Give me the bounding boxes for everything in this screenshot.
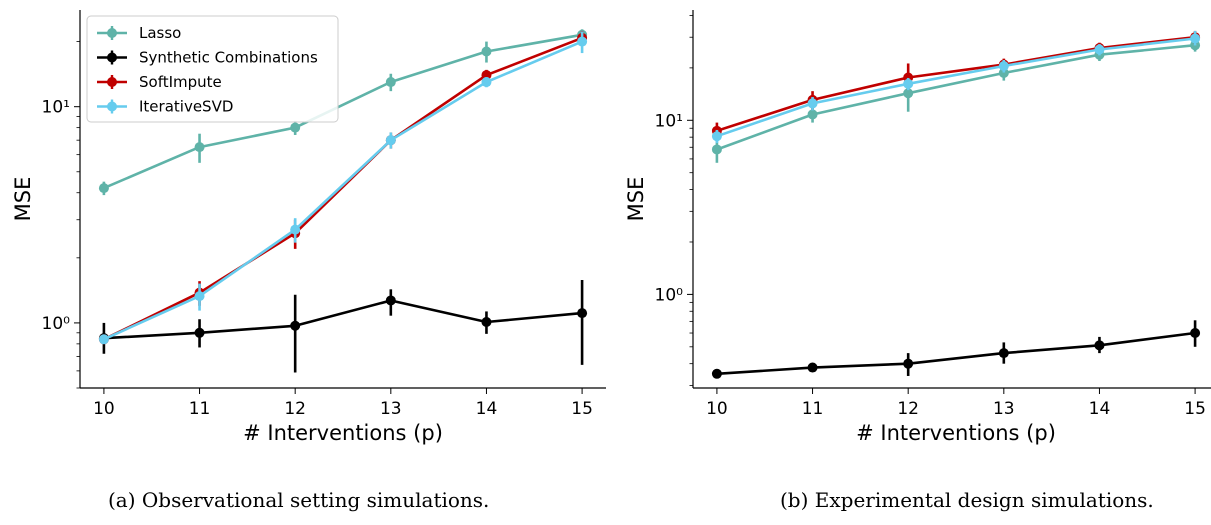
x-tick-label: 13 <box>993 399 1015 419</box>
series-line <box>103 40 583 341</box>
data-point <box>903 78 914 89</box>
y-tick-label: 10¹ <box>42 98 70 118</box>
legend: Lasso Synthetic Combinations SoftImpute Ite… <box>86 15 339 123</box>
legend-label: SoftImpute <box>139 73 222 91</box>
legend-marker <box>107 28 117 38</box>
legend-label: Lasso <box>139 24 181 42</box>
y-axis-title: MSE <box>11 177 35 222</box>
x-tick-label: 14 <box>1089 399 1111 419</box>
data-point <box>481 70 492 81</box>
series-synthetic-combinations <box>711 320 1201 379</box>
x-tick-label: 15 <box>1184 399 1206 419</box>
x-tick-label: 12 <box>284 399 306 419</box>
y-tick-label: 10⁰ <box>655 285 684 305</box>
x-tick-label: 13 <box>380 399 402 419</box>
legend-marker <box>107 101 117 112</box>
data-point <box>807 109 818 120</box>
data-point <box>577 36 588 47</box>
data-point <box>481 316 492 327</box>
legend-entry: Lasso <box>97 24 181 42</box>
series-line <box>103 33 583 190</box>
x-tick-label: 10 <box>706 399 728 419</box>
series-iterativesvd <box>711 30 1201 144</box>
legend-entry: SoftImpute <box>97 73 222 91</box>
data-point <box>194 142 205 153</box>
series-lasso <box>711 39 1201 163</box>
data-point <box>385 295 396 306</box>
caption-b: (b) Experimental design simulations. <box>780 488 1154 512</box>
data-point <box>194 327 205 338</box>
x-tick-label: 11 <box>802 399 824 419</box>
y-axis-title: MSE <box>624 177 648 222</box>
legend-entry: IterativeSVD <box>97 98 233 116</box>
legend-marker <box>107 52 117 63</box>
series-line <box>716 43 1196 151</box>
panel-b: 10 11 12 13 14 15 10⁰ 10¹ # Interventions (p) MSE <box>624 10 1211 445</box>
data-point <box>711 368 722 379</box>
caption-a: (a) Observational setting simulations. <box>108 488 490 512</box>
series-line <box>103 36 583 341</box>
data-point <box>290 224 301 235</box>
data-point <box>385 77 396 88</box>
data-point <box>903 88 914 99</box>
series-synthetic-combinations <box>98 279 588 373</box>
data-point <box>481 46 492 57</box>
x-tick-label: 15 <box>571 399 593 419</box>
data-point <box>1094 44 1105 55</box>
data-point <box>807 362 818 373</box>
legend-frame <box>86 15 339 123</box>
data-point <box>807 98 818 109</box>
series-line <box>716 331 1196 376</box>
data-point <box>1190 328 1201 339</box>
x-tick-label: 10 <box>93 399 115 419</box>
data-point <box>998 348 1009 359</box>
legend-label: IterativeSVD <box>139 98 233 116</box>
series-line <box>716 37 1196 138</box>
y-tick-label: 10⁰ <box>42 314 71 334</box>
series-line <box>716 35 1196 133</box>
data-point <box>998 67 1009 78</box>
data-point <box>577 308 588 319</box>
legend-marker <box>107 77 117 87</box>
data-point <box>998 61 1009 72</box>
data-point <box>711 131 722 142</box>
legend-label: Synthetic Combinations <box>139 49 318 67</box>
data-point <box>290 320 301 331</box>
legend-entry: Synthetic Combinations <box>97 49 318 67</box>
data-point <box>1190 33 1201 44</box>
x-axis-title: # Interventions (p) <box>856 421 1056 445</box>
data-point <box>711 144 722 155</box>
x-tick-label: 14 <box>476 399 498 419</box>
panel-a: 10 11 12 13 14 15 10⁰ 10¹ # Interventions (p) MSE… <box>11 10 606 445</box>
x-tick-label: 11 <box>189 399 211 419</box>
data-point <box>903 358 914 369</box>
data-point <box>194 291 205 302</box>
series-line <box>103 299 583 340</box>
y-tick-label: 10¹ <box>655 111 683 131</box>
data-point <box>481 77 492 88</box>
data-point <box>98 183 109 194</box>
data-point <box>1094 340 1105 351</box>
x-tick-label: 12 <box>897 399 919 419</box>
data-point <box>98 334 109 345</box>
x-axis-title: # Interventions (p) <box>243 421 443 445</box>
series-iterativesvd <box>98 31 588 345</box>
data-point <box>290 122 301 133</box>
data-point <box>385 135 396 146</box>
